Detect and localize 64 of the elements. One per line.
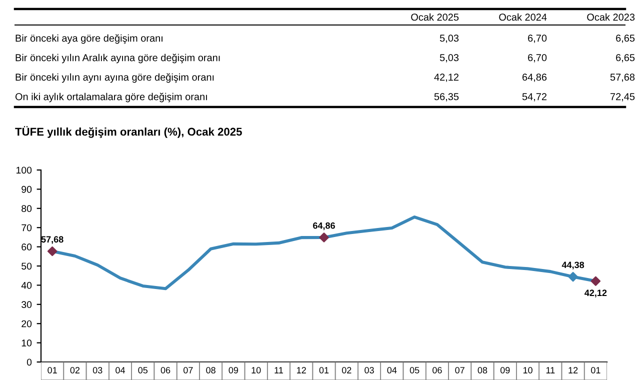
x-tick-label: 02 <box>342 367 352 374</box>
point <box>590 276 601 286</box>
data-label: 44,38 <box>562 262 584 270</box>
point <box>319 232 329 242</box>
y-tick-label: 0 <box>26 358 32 366</box>
x-tick-label: 06 <box>432 367 442 374</box>
x-tick-label: 01 <box>319 367 329 374</box>
x-tick-label: 12 <box>568 367 578 374</box>
x-tick-label: 05 <box>138 367 148 374</box>
y-tick-label: 10 <box>22 340 32 346</box>
x-tick-label: 11 <box>546 367 555 374</box>
text: 5,03 <box>440 34 459 43</box>
text: 72,45 <box>610 93 635 102</box>
text: 42,12 <box>434 74 458 82</box>
x-tick-label: 03 <box>364 367 374 374</box>
x-tick-label: 04 <box>387 367 397 374</box>
x-tick-label: 10 <box>252 367 261 374</box>
y-tick-label: 90 <box>22 186 32 193</box>
data-label: 42,12 <box>584 290 607 298</box>
y-tick-label: 40 <box>21 282 32 289</box>
y-tick-label: 60 <box>22 244 32 250</box>
x-tick-label: 08 <box>206 367 216 374</box>
x-tick-label: 12 <box>297 367 306 374</box>
category-label: Bir önceki aya göre değişim oranı <box>16 34 162 44</box>
category-label: Bir önceki yılın Aralık ayına göre değişim oranı <box>16 54 220 64</box>
x-tick-label: 10 <box>523 367 532 374</box>
x-tick-label: 01 <box>591 367 600 374</box>
x-tick-label: 01 <box>48 367 57 374</box>
category-label: On iki aylık ortalamalara göre değişim oranı <box>15 92 207 102</box>
x-tick-label: 03 <box>92 367 102 374</box>
x-tick-label: 05 <box>410 367 420 374</box>
text: 6,70 <box>528 54 547 62</box>
text: 6,65 <box>616 34 635 43</box>
x-tick-label: 06 <box>160 367 170 374</box>
category-label: Bir önceki yılın aynı ayına göre değişim oranı <box>16 73 214 83</box>
category-label: Ocak 2025 <box>411 13 459 21</box>
x-tick-label: 07 <box>183 367 193 374</box>
data-label: 64,86 <box>313 222 335 230</box>
y-tick-label: 50 <box>22 262 32 270</box>
data-label: 57,68 <box>41 236 64 244</box>
y-tick-label: 70 <box>22 224 32 232</box>
y-tick-label: 30 <box>22 301 32 308</box>
text: 57,68 <box>610 74 635 82</box>
y-tick-label: 20 <box>22 320 32 328</box>
text: 54,72 <box>522 93 546 102</box>
text: 5,03 <box>440 54 459 62</box>
x-tick-label: 11 <box>274 367 283 374</box>
x-tick-label: 02 <box>70 367 80 374</box>
x-tick-label: 04 <box>116 367 125 374</box>
x-tick-label: 09 <box>500 367 510 374</box>
text: 6,70 <box>528 34 547 43</box>
x-tick-label: 08 <box>478 367 488 374</box>
point <box>47 246 58 256</box>
text: 64,86 <box>522 74 547 82</box>
category-label: Ocak 2024 <box>499 13 547 21</box>
y-tick-label: 80 <box>22 205 32 212</box>
x-tick-label: 07 <box>455 367 464 374</box>
point <box>568 272 578 282</box>
y-tick-label: 100 <box>16 166 32 174</box>
x-tick-label: 09 <box>228 367 238 374</box>
chart-title: TÜFE yıllık değişim oranları (%), Ocak 2025 <box>15 126 242 138</box>
text: 56,35 <box>434 93 459 102</box>
text: 6,65 <box>616 54 635 62</box>
category-label: Ocak 2023 <box>587 13 635 21</box>
